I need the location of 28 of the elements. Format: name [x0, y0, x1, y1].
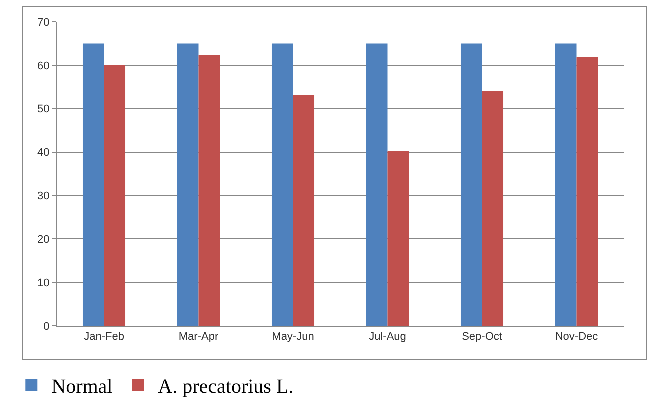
x-tick-label: Nov-Dec: [555, 331, 599, 344]
y-tick-label: 30: [38, 190, 50, 203]
bar: [272, 44, 294, 326]
x-tick-label: May-Jun: [272, 331, 314, 344]
bar: [177, 44, 199, 326]
y-tick-label: 0: [44, 320, 50, 333]
y-tick-label: 50: [38, 104, 50, 116]
x-tick-label: Jul-Aug: [369, 331, 406, 344]
y-tick-label: 60: [38, 60, 50, 72]
bar: [388, 150, 410, 326]
x-tick-label: Mar-Apr: [178, 331, 219, 344]
bar: [293, 94, 315, 326]
bar: [555, 44, 577, 326]
bar: [104, 65, 126, 326]
x-tick-label: Sep-Oct: [462, 331, 502, 344]
bar: [366, 44, 388, 326]
y-tick-label: 70: [38, 16, 50, 29]
legend-label: Normal: [52, 376, 114, 398]
legend-label: A. precatorius L.: [158, 376, 294, 398]
bar: [460, 44, 482, 326]
y-tick-label: 10: [38, 277, 50, 290]
bar: [198, 55, 220, 326]
y-tick-label: 20: [38, 234, 50, 246]
bar: [482, 91, 504, 326]
bar: [576, 57, 598, 326]
bar: [82, 44, 104, 326]
y-tick-label: 40: [38, 147, 50, 160]
x-tick-label: Jan-Feb: [84, 331, 124, 344]
